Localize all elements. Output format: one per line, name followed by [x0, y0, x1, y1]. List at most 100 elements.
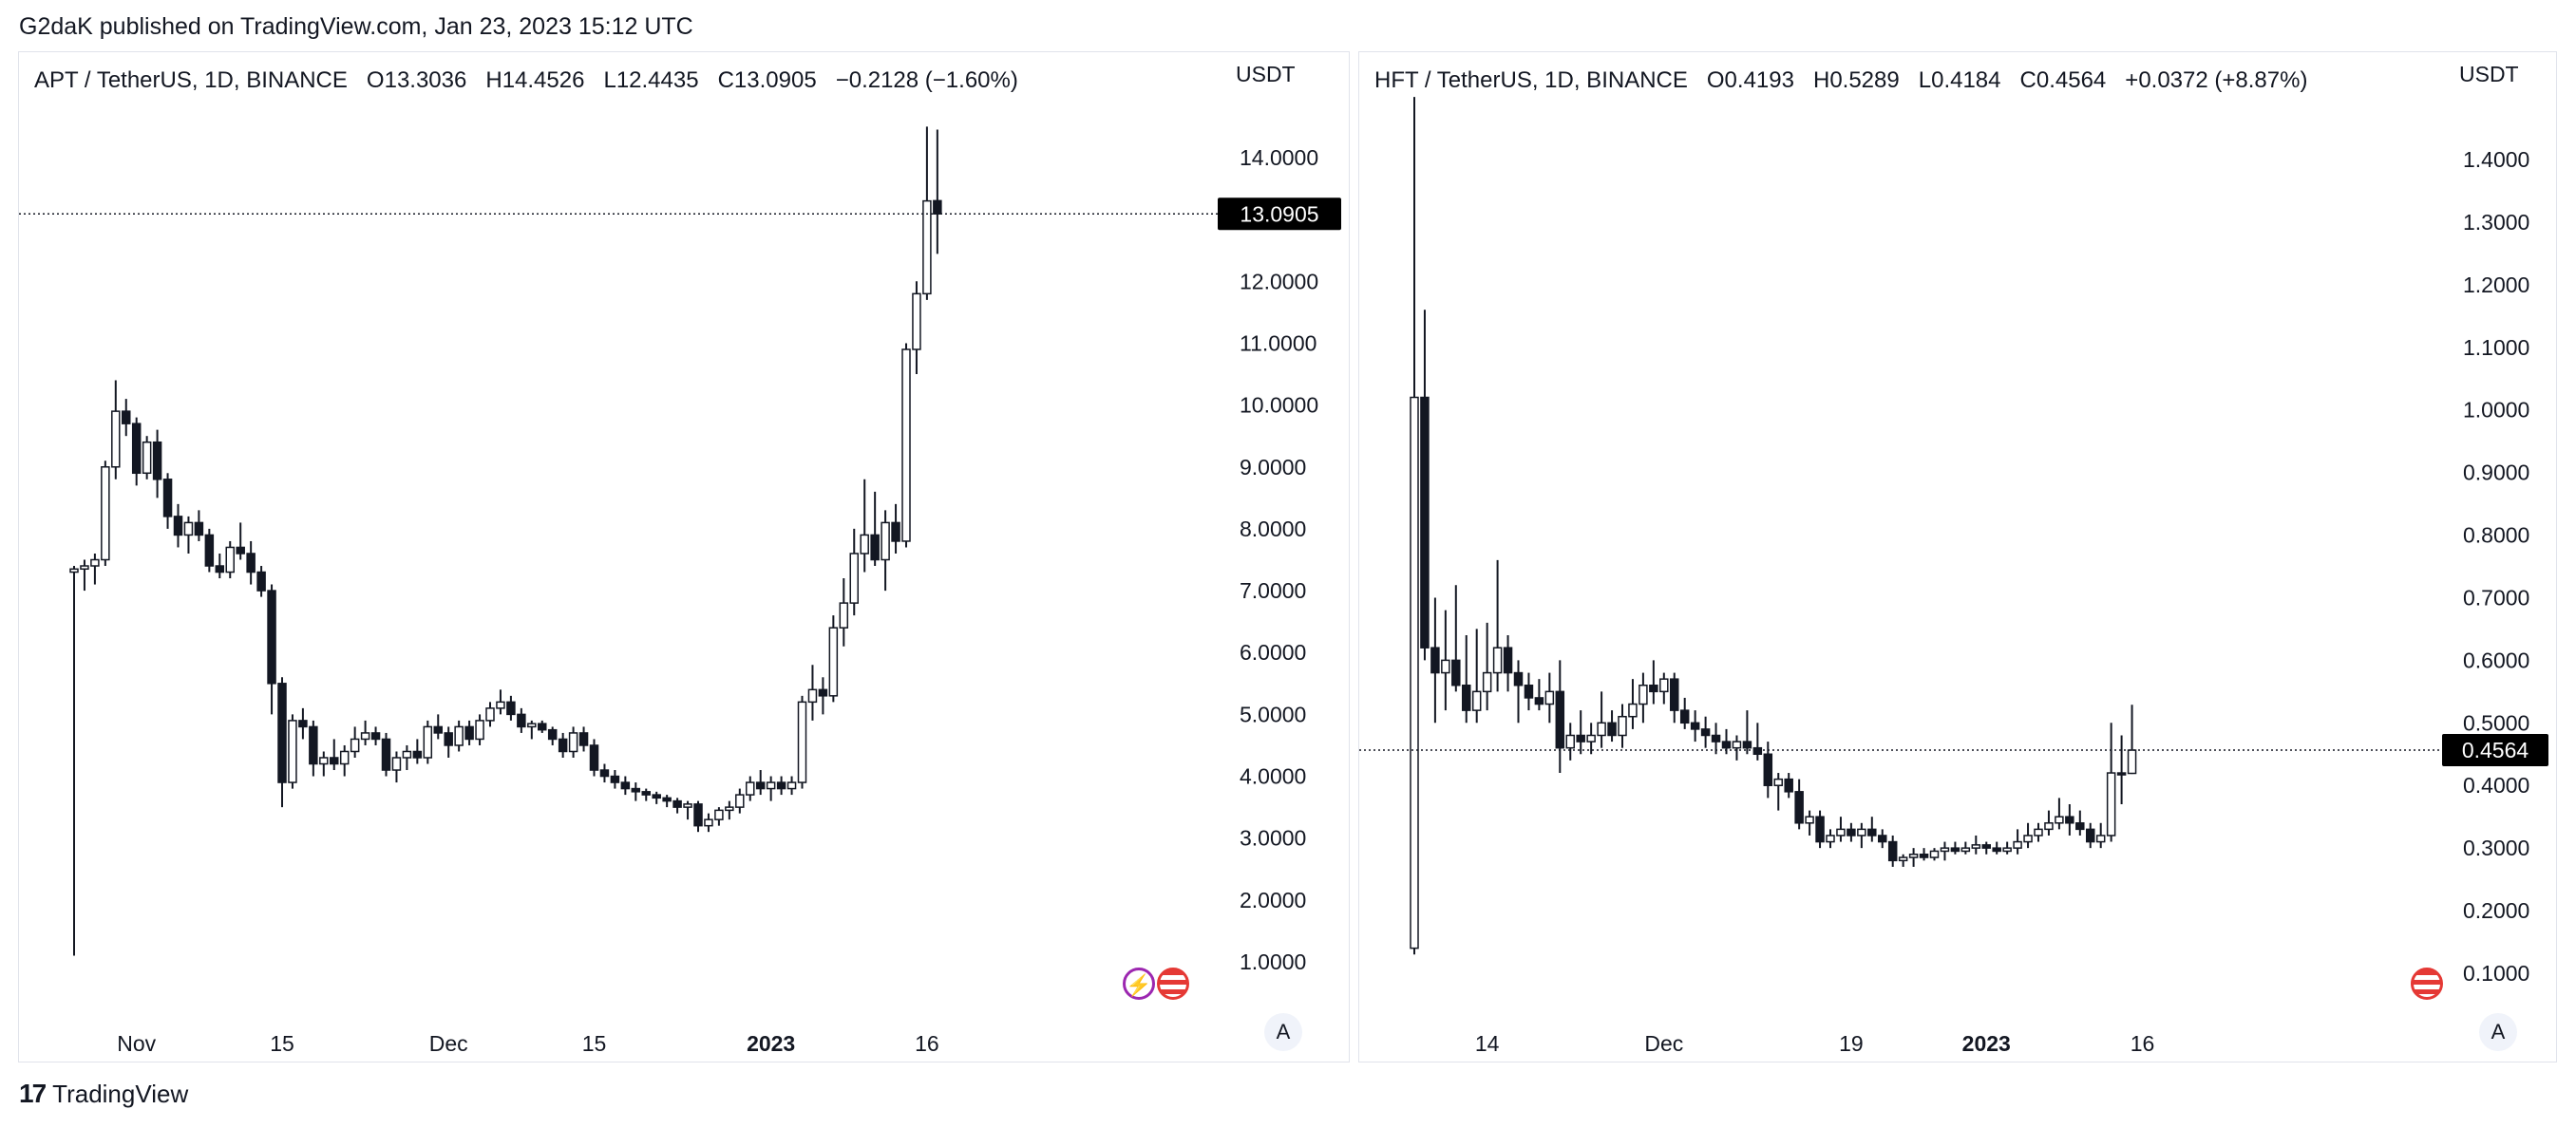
y-axis-tick-label: 0.5000 [2463, 710, 2529, 735]
us-flag-icon[interactable] [1157, 968, 1189, 1000]
candle-down [1555, 690, 1565, 749]
candle-down [309, 725, 318, 765]
tradingview-logo[interactable]: 17 TradingView [19, 1079, 188, 1109]
candle-up [2106, 772, 2116, 837]
candle-down [1919, 853, 1929, 858]
candle-up [225, 546, 235, 573]
ohlc-low: L0.4184 [1918, 67, 2001, 93]
candle-down [870, 534, 880, 561]
candle-down [631, 787, 641, 793]
candle-up [912, 292, 921, 350]
candle-up [1471, 690, 1482, 711]
candle-down [122, 410, 131, 424]
y-axis-tick-label: 12.0000 [1240, 269, 1318, 293]
candle-up [922, 199, 932, 295]
candle-down [277, 683, 287, 783]
chart-canvas-hft[interactable]: 0.1000 0.2000 0.3000 0.4000 0.5000 0.6000 0.70… [1359, 52, 2558, 1063]
candle-down [1847, 828, 1856, 837]
candle-up [1826, 835, 1835, 843]
candle-up [1441, 659, 1450, 674]
candle-up [786, 781, 797, 790]
y-axis-tick-label: 5.0000 [1240, 702, 1306, 726]
candle-up [1618, 715, 1627, 737]
candle-down [464, 725, 474, 741]
chart-canvas-apt[interactable]: 1.0000 2.0000 3.0000 4.0000 5.0000 6.0000 7.00… [19, 52, 1351, 1063]
candle-up [2095, 835, 2106, 843]
y-axis-tick-label: 11.0000 [1240, 330, 1316, 355]
candle-up [350, 738, 360, 753]
symbol-legend-hft[interactable]: HFT / TetherUS, 1D, BINANCE O0.4193 H0.5… [1374, 67, 2307, 94]
candle-up [735, 794, 745, 808]
last-price-label: 0.4564 [2462, 738, 2529, 762]
candle-down [589, 744, 599, 771]
candle-down [215, 565, 225, 573]
y-axis-tick-label: 1.4000 [2463, 147, 2529, 172]
candle-down [256, 571, 266, 592]
candle-down [1524, 685, 1534, 699]
candle-up [1492, 647, 1503, 674]
chart-panel-apt[interactable]: 1.0000 2.0000 3.0000 4.0000 5.0000 6.0000 7.00… [18, 51, 1350, 1062]
y-axis-tick-label: 0.2000 [2463, 898, 2529, 923]
candle-up [839, 602, 849, 629]
candle-down [2116, 772, 2127, 776]
candle-down [672, 799, 682, 808]
x-axis-tick-label: 19 [1839, 1031, 1864, 1056]
candle-down [1690, 722, 1700, 730]
symbol-legend-apt[interactable]: APT / TetherUS, 1D, BINANCE O13.3036 H14… [34, 67, 1018, 94]
candle-down [1576, 734, 1585, 743]
candle-up [1586, 734, 1596, 743]
y-axis-tick-label: 0.9000 [2463, 461, 2529, 485]
x-axis-tick-label: 2023 [1962, 1031, 2011, 1056]
candle-down [1711, 734, 1721, 743]
candle-up [714, 809, 724, 820]
candle-down [131, 423, 142, 475]
candle-down [891, 521, 900, 542]
x-axis-tick-label: 16 [2131, 1031, 2155, 1056]
candle-down [1430, 647, 1440, 674]
candle-down [246, 553, 256, 573]
y-axis-tick-label: 4.0000 [1240, 764, 1306, 789]
symbol-title[interactable]: HFT / TetherUS, 1D, BINANCE [1374, 67, 1688, 93]
x-axis-tick-label: 15 [270, 1031, 294, 1056]
candle-up [766, 781, 776, 790]
candle-down [1815, 816, 1825, 843]
candle-up [1732, 741, 1742, 749]
candle-down [1670, 678, 1679, 711]
y-axis-tick-label: 9.0000 [1240, 455, 1306, 479]
y-axis-tick-label: 0.1000 [2463, 961, 2529, 986]
candle-down [662, 797, 672, 802]
candle-up [860, 534, 869, 555]
candle-down [652, 794, 661, 799]
candle-up [1597, 722, 1606, 737]
currency-label: USDT [1236, 62, 1296, 86]
symbol-title[interactable]: APT / TetherUS, 1D, BINANCE [34, 67, 348, 93]
y-axis-tick-label: 0.6000 [2463, 648, 2529, 672]
candle-down [506, 701, 516, 716]
y-axis-tick-label: 0.8000 [2463, 523, 2529, 548]
candle-down [1721, 741, 1732, 749]
candle-down [173, 516, 183, 536]
candle-down [693, 803, 703, 827]
y-axis-tick-label: 1.0000 [2463, 398, 2529, 423]
ohlc-change: −0.2128 (−1.60%) [835, 67, 1018, 93]
candle-up [101, 466, 110, 561]
y-axis-tick-label: 0.3000 [2463, 836, 2529, 860]
candle-down [1878, 835, 1887, 843]
chart-panel-hft[interactable]: 0.1000 0.2000 0.3000 0.4000 0.5000 0.6000 0.70… [1358, 51, 2557, 1062]
currency-label: USDT [2459, 62, 2519, 86]
candle-down [1503, 647, 1513, 674]
candle-up [2055, 816, 2064, 824]
candle-down [298, 720, 308, 728]
x-axis-tick-label: 15 [582, 1031, 607, 1056]
x-axis-tick-label: 2023 [747, 1031, 795, 1056]
y-axis-tick-label: 0.4000 [2463, 773, 2529, 798]
candle-up [1628, 703, 1638, 718]
auto-scale-button[interactable]: A [1264, 1013, 1302, 1051]
lightning-event-icon[interactable]: ⚡ [1123, 968, 1155, 1000]
candle-up [2044, 822, 2054, 831]
candle-down [1981, 844, 1991, 849]
candle-down [547, 728, 558, 741]
last-price-badge [2442, 734, 2548, 767]
us-flag-icon[interactable] [2411, 968, 2443, 1000]
auto-scale-button[interactable]: A [2479, 1013, 2517, 1051]
